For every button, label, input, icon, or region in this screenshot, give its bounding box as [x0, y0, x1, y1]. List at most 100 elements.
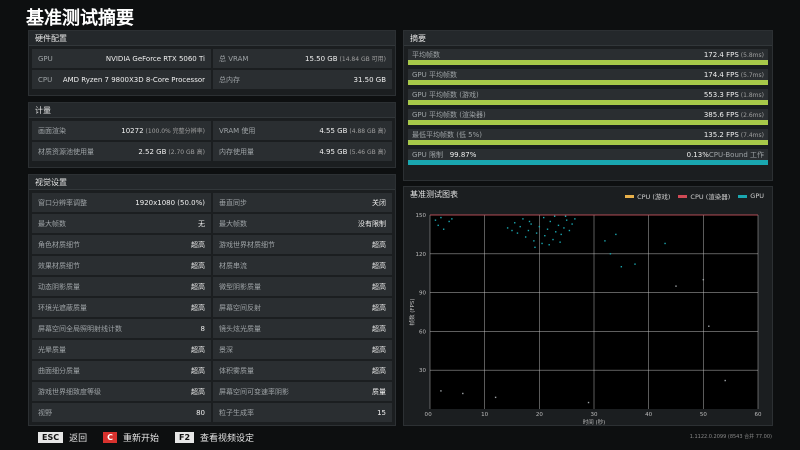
legend-swatch [625, 194, 635, 198]
gpu-point [675, 285, 677, 287]
c-key[interactable]: C [103, 432, 117, 443]
gpu-point [544, 234, 546, 237]
summary-row: 平均帧数 172.4 FPS (5.8ms) [408, 49, 768, 65]
setting-label: 景深 [219, 345, 233, 354]
gpu-limit-row: GPU 限制 99.87% 0.13%CPU-Bound 工作 [408, 149, 768, 165]
gpu-point [494, 396, 497, 399]
setting-value: 超高 [191, 303, 205, 312]
gpu-point [634, 263, 636, 265]
summary-bar-fill [408, 100, 768, 105]
visual-setting-row: 环境光遮蔽质量 超高 [32, 298, 211, 317]
y-tick-label: 120 [416, 252, 427, 258]
setting-label: 效果材质细节 [38, 261, 80, 270]
gpu-point [534, 246, 536, 249]
visual-setting-row: 屏幕空间可变速率阴影 质量 [213, 382, 392, 401]
gpu-point [609, 253, 612, 255]
setting-value: 关闭 [372, 198, 386, 207]
metrics-header: 计量 [29, 103, 395, 118]
setting-value: 超高 [372, 366, 386, 375]
summary-value: 172.4 FPS [703, 50, 739, 59]
setting-label: 屏幕空间反射 [219, 303, 261, 312]
cpu-bound-label: CPU-Bound 工作 [708, 150, 764, 159]
y-tick-label: 90 [419, 291, 426, 297]
visual-setting-row: 最大帧数 没有限制 [213, 214, 392, 233]
setting-label: 材质串流 [219, 261, 247, 270]
visual-setting-row: 垂直同步 关闭 [213, 193, 392, 212]
y-tick-label: 60 [419, 329, 426, 335]
gpu-point [559, 241, 561, 243]
esc-key[interactable]: ESC [38, 432, 64, 443]
setting-label: 角色材质细节 [38, 240, 80, 249]
y-tick-label: 30 [419, 368, 426, 374]
view-video-settings-button[interactable]: 查看视频设定 [200, 434, 255, 444]
version-text: 1.1122.0.2099 (8543 合并 77.00) [689, 434, 772, 440]
summary-bar-fill [408, 140, 768, 145]
gpu-point [528, 220, 531, 223]
x-tick-label: 0 [428, 412, 432, 418]
visual-setting-row: 曲面细分质量 超高 [32, 361, 211, 380]
back-button[interactable]: 返回 [69, 434, 88, 444]
legend-swatch [678, 194, 688, 198]
gpu-point [604, 240, 606, 242]
gpu-point [620, 266, 623, 268]
summary-ms: (5.8ms) [740, 51, 764, 59]
summary-ms: (2.6ms) [740, 111, 764, 119]
summary-row: GPU 平均帧数 174.4 FPS (5.7ms) [408, 69, 768, 85]
hardware-row: GPU NVIDIA GeForce RTX 5060 Ti [32, 49, 211, 68]
setting-label: 动态阴影质量 [38, 282, 80, 291]
y-axis-label: 帧数 (FPS) [408, 298, 416, 325]
x-tick-label: 60 [755, 412, 762, 418]
gpu-point [440, 390, 442, 392]
visual-setting-row: 屏幕空间全局照明射线计数 8 [32, 319, 211, 338]
gpu-limit-bar [408, 160, 768, 165]
setting-label: 游戏世界材质细节 [219, 240, 275, 249]
setting-value: 80 [196, 408, 205, 417]
summary-value: 385.6 FPS [703, 110, 739, 119]
visual-setting-row: 窗口分辨率调整 1920x1080 (50.0%) [32, 193, 211, 212]
gpu-point [708, 325, 710, 327]
gpu-point [530, 223, 532, 225]
gpu-point [574, 218, 576, 220]
gpu-point [564, 215, 567, 217]
summary-label: GPU 平均帧数 (渲染器) [412, 110, 486, 119]
gpu-point [553, 215, 556, 217]
restart-button[interactable]: 重新开始 [123, 434, 160, 444]
visual-setting-row: 镜头炫光质量 超高 [213, 319, 392, 338]
gpu-point [451, 218, 453, 220]
gpu-point [565, 219, 568, 221]
gpu-point [702, 278, 705, 281]
gpu-point [549, 220, 551, 223]
gpu-limit-pct: 99.87% [449, 150, 477, 159]
gpu-point [535, 232, 538, 234]
setting-value: 质量 [372, 387, 386, 396]
setting-value: 超高 [191, 240, 205, 249]
setting-value: 超高 [372, 303, 386, 312]
summary-bar-fill [408, 60, 768, 65]
gpu-point [519, 225, 521, 228]
gpu-point [538, 225, 541, 228]
legend-cpu-render: CPU (渲染器) [678, 191, 730, 201]
gpu-limit-label: GPU 限制 [412, 150, 443, 159]
gpu-point [506, 227, 509, 229]
x-axis-label: 时间 (秒) [583, 418, 606, 426]
hardware-panel: 硬件配置 GPU NVIDIA GeForce RTX 5060 Ti 总 VRA… [28, 30, 396, 96]
visual-settings-panel: 视觉设置 窗口分辨率调整 1920x1080 (50.0%) 垂直同步 关闭 最大帧数 无… [28, 174, 396, 426]
gpu-point [724, 379, 726, 382]
gpu-point [462, 392, 464, 395]
visual-setting-row: 游戏世界细致度等级 超高 [32, 382, 211, 401]
cpu-bound-pct: 0.13% [686, 150, 709, 159]
setting-label: 游戏世界细致度等级 [38, 387, 101, 396]
visual-setting-row: 景深 超高 [213, 340, 392, 359]
setting-label: 垂直同步 [219, 198, 247, 207]
setting-label: 粒子生成率 [219, 408, 254, 417]
visual-setting-row: 材质串流 超高 [213, 256, 392, 275]
summary-label: GPU 平均帧数 [412, 70, 457, 79]
summary-bar [408, 120, 768, 125]
setting-value: 超高 [191, 387, 205, 396]
summary-bar [408, 100, 768, 105]
y-tick-label: 150 [416, 213, 427, 219]
summary-panel: 摘要 平均帧数 172.4 FPS (5.8ms) GPU 平均帧数 174.4 FPS… [403, 30, 773, 181]
setting-value: 超高 [191, 366, 205, 375]
f2-key[interactable]: F2 [175, 432, 195, 443]
